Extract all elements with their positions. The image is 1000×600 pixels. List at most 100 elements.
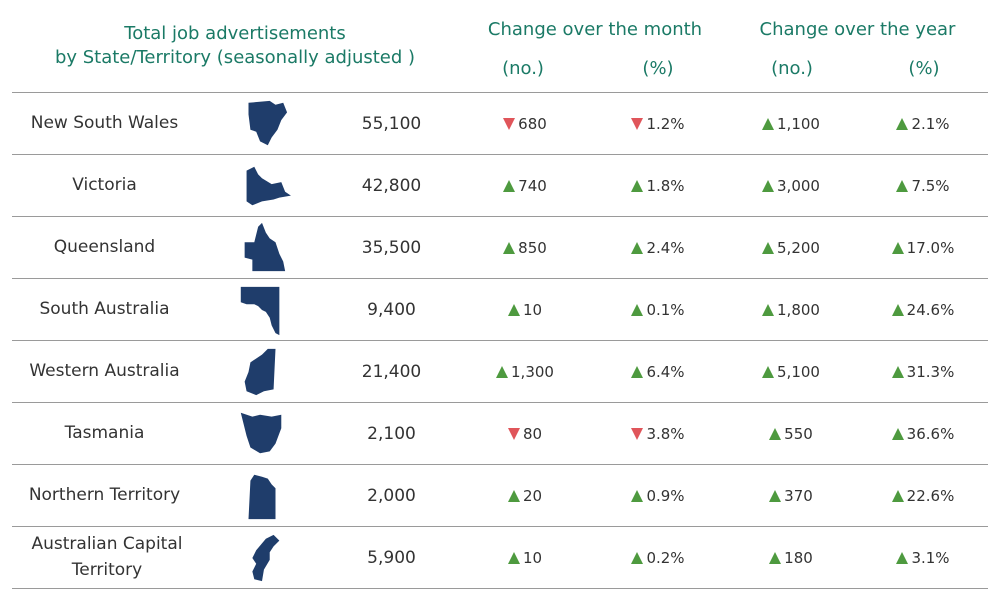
month-change-number-value: 10 bbox=[522, 300, 543, 319]
table-row: Northern Territory 2,000 20 0.9% 370 22.6% bbox=[12, 465, 988, 527]
qld-map-icon bbox=[244, 222, 286, 272]
month-change-percent: 1.8% bbox=[618, 155, 698, 216]
year-change-number: 1,100 bbox=[746, 93, 836, 154]
triangle-up-icon bbox=[631, 365, 644, 378]
month-change-number: 740 bbox=[480, 155, 570, 216]
triangle-down-icon bbox=[631, 427, 644, 440]
row-divider bbox=[12, 588, 988, 589]
month-change-percent-value: 0.1% bbox=[646, 300, 685, 319]
year-change-percent: 36.6% bbox=[878, 403, 968, 464]
triangle-up-icon bbox=[507, 551, 520, 564]
year-change-number: 5,200 bbox=[746, 217, 836, 278]
triangle-up-icon bbox=[891, 365, 904, 378]
month-change-percent-value: 6.4% bbox=[646, 362, 685, 381]
total-ads: 35,500 bbox=[361, 237, 422, 258]
year-change-header: Change over the year bbox=[759, 19, 956, 40]
year-change-number-value: 3,000 bbox=[777, 176, 820, 195]
month-change-number-value: 80 bbox=[522, 424, 543, 443]
year-change-percent: 2.1% bbox=[878, 93, 968, 154]
month-change-number: 10 bbox=[480, 279, 570, 340]
month-change-number-value: 850 bbox=[518, 238, 547, 257]
month-change-number: 20 bbox=[480, 465, 570, 526]
month-change-percent-value: 0.2% bbox=[646, 548, 685, 567]
state-name: Northern Territory bbox=[28, 484, 181, 505]
state-name: Victoria bbox=[72, 174, 137, 195]
triangle-up-icon bbox=[503, 241, 516, 254]
year-change-percent-value: 31.3% bbox=[906, 362, 955, 381]
year-change-number: 550 bbox=[746, 403, 836, 464]
table-row: Tasmania 2,100 80 3.8% 550 36.6% bbox=[12, 403, 988, 465]
year-change-percent-value: 2.1% bbox=[911, 114, 950, 133]
month-change-number-value: 740 bbox=[518, 176, 547, 195]
triangle-up-icon bbox=[503, 179, 516, 192]
triangle-up-icon bbox=[769, 489, 782, 502]
month-change-number: 1,300 bbox=[480, 341, 570, 402]
triangle-up-icon bbox=[631, 241, 644, 254]
triangle-up-icon bbox=[891, 427, 904, 440]
month-change-number-value: 680 bbox=[518, 114, 547, 133]
state-name: Australian Capital Territory bbox=[31, 534, 183, 580]
month-change-number-value: 10 bbox=[522, 548, 543, 567]
month-no-header: (no.) bbox=[502, 58, 544, 79]
vic-map-icon bbox=[246, 166, 291, 206]
triangle-up-icon bbox=[762, 179, 775, 192]
table-row: South Australia 9,400 10 0.1% 1,800 24.6% bbox=[12, 279, 988, 341]
wa-map-icon bbox=[244, 348, 276, 396]
row-divider bbox=[12, 154, 988, 155]
month-change-number-value: 1,300 bbox=[511, 362, 554, 381]
sa-map-icon bbox=[240, 286, 280, 336]
month-change-percent: 2.4% bbox=[618, 217, 698, 278]
month-change-percent: 1.2% bbox=[618, 93, 698, 154]
year-change-percent-value: 36.6% bbox=[906, 424, 955, 443]
total-ads: 42,800 bbox=[361, 175, 422, 196]
triangle-up-icon bbox=[631, 489, 644, 502]
month-change-header: Change over the month bbox=[487, 19, 703, 40]
triangle-up-icon bbox=[631, 303, 644, 316]
year-change-percent: 24.6% bbox=[878, 279, 968, 340]
year-change-number: 5,100 bbox=[746, 341, 836, 402]
triangle-up-icon bbox=[896, 551, 909, 564]
triangle-down-icon bbox=[631, 117, 644, 130]
triangle-up-icon bbox=[762, 303, 775, 316]
state-name: New South Wales bbox=[30, 112, 179, 133]
row-divider bbox=[12, 402, 988, 403]
table-row: Victoria 42,800 740 1.8% 3,000 7.5% bbox=[12, 155, 988, 217]
year-change-percent: 22.6% bbox=[878, 465, 968, 526]
total-ads: 2,000 bbox=[367, 485, 416, 506]
month-change-number: 10 bbox=[480, 527, 570, 588]
triangle-up-icon bbox=[896, 179, 909, 192]
row-divider bbox=[12, 340, 988, 341]
table-title-line-2: by State/Territory (seasonally adjusted … bbox=[54, 47, 416, 69]
total-ads: 5,900 bbox=[367, 547, 416, 568]
total-ads: 9,400 bbox=[367, 299, 416, 320]
month-change-percent: 3.8% bbox=[618, 403, 698, 464]
year-change-percent-value: 17.0% bbox=[906, 238, 955, 257]
year-change-number-value: 1,100 bbox=[777, 114, 820, 133]
row-divider bbox=[12, 464, 988, 465]
year-change-percent-value: 24.6% bbox=[906, 300, 955, 319]
year-pct-header: (%) bbox=[908, 58, 940, 79]
state-name: South Australia bbox=[39, 298, 170, 319]
state-name: Queensland bbox=[53, 236, 156, 257]
nt-map-icon bbox=[248, 474, 276, 520]
month-change-number: 850 bbox=[480, 217, 570, 278]
month-change-percent-value: 1.8% bbox=[646, 176, 685, 195]
triangle-up-icon bbox=[891, 241, 904, 254]
year-change-number-value: 5,100 bbox=[777, 362, 820, 381]
triangle-down-icon bbox=[503, 117, 516, 130]
year-change-percent: 17.0% bbox=[878, 217, 968, 278]
triangle-up-icon bbox=[896, 117, 909, 130]
triangle-up-icon bbox=[769, 551, 782, 564]
act-map-icon bbox=[252, 534, 280, 582]
year-change-number-value: 370 bbox=[784, 486, 813, 505]
month-change-percent-value: 1.2% bbox=[646, 114, 685, 133]
triangle-down-icon bbox=[507, 427, 520, 440]
triangle-up-icon bbox=[762, 117, 775, 130]
year-change-percent: 3.1% bbox=[878, 527, 968, 588]
year-change-percent-value: 7.5% bbox=[911, 176, 950, 195]
year-change-number: 370 bbox=[746, 465, 836, 526]
triangle-up-icon bbox=[631, 179, 644, 192]
year-change-number: 180 bbox=[746, 527, 836, 588]
state-name: Tasmania bbox=[64, 422, 145, 443]
month-change-number-value: 20 bbox=[522, 486, 543, 505]
